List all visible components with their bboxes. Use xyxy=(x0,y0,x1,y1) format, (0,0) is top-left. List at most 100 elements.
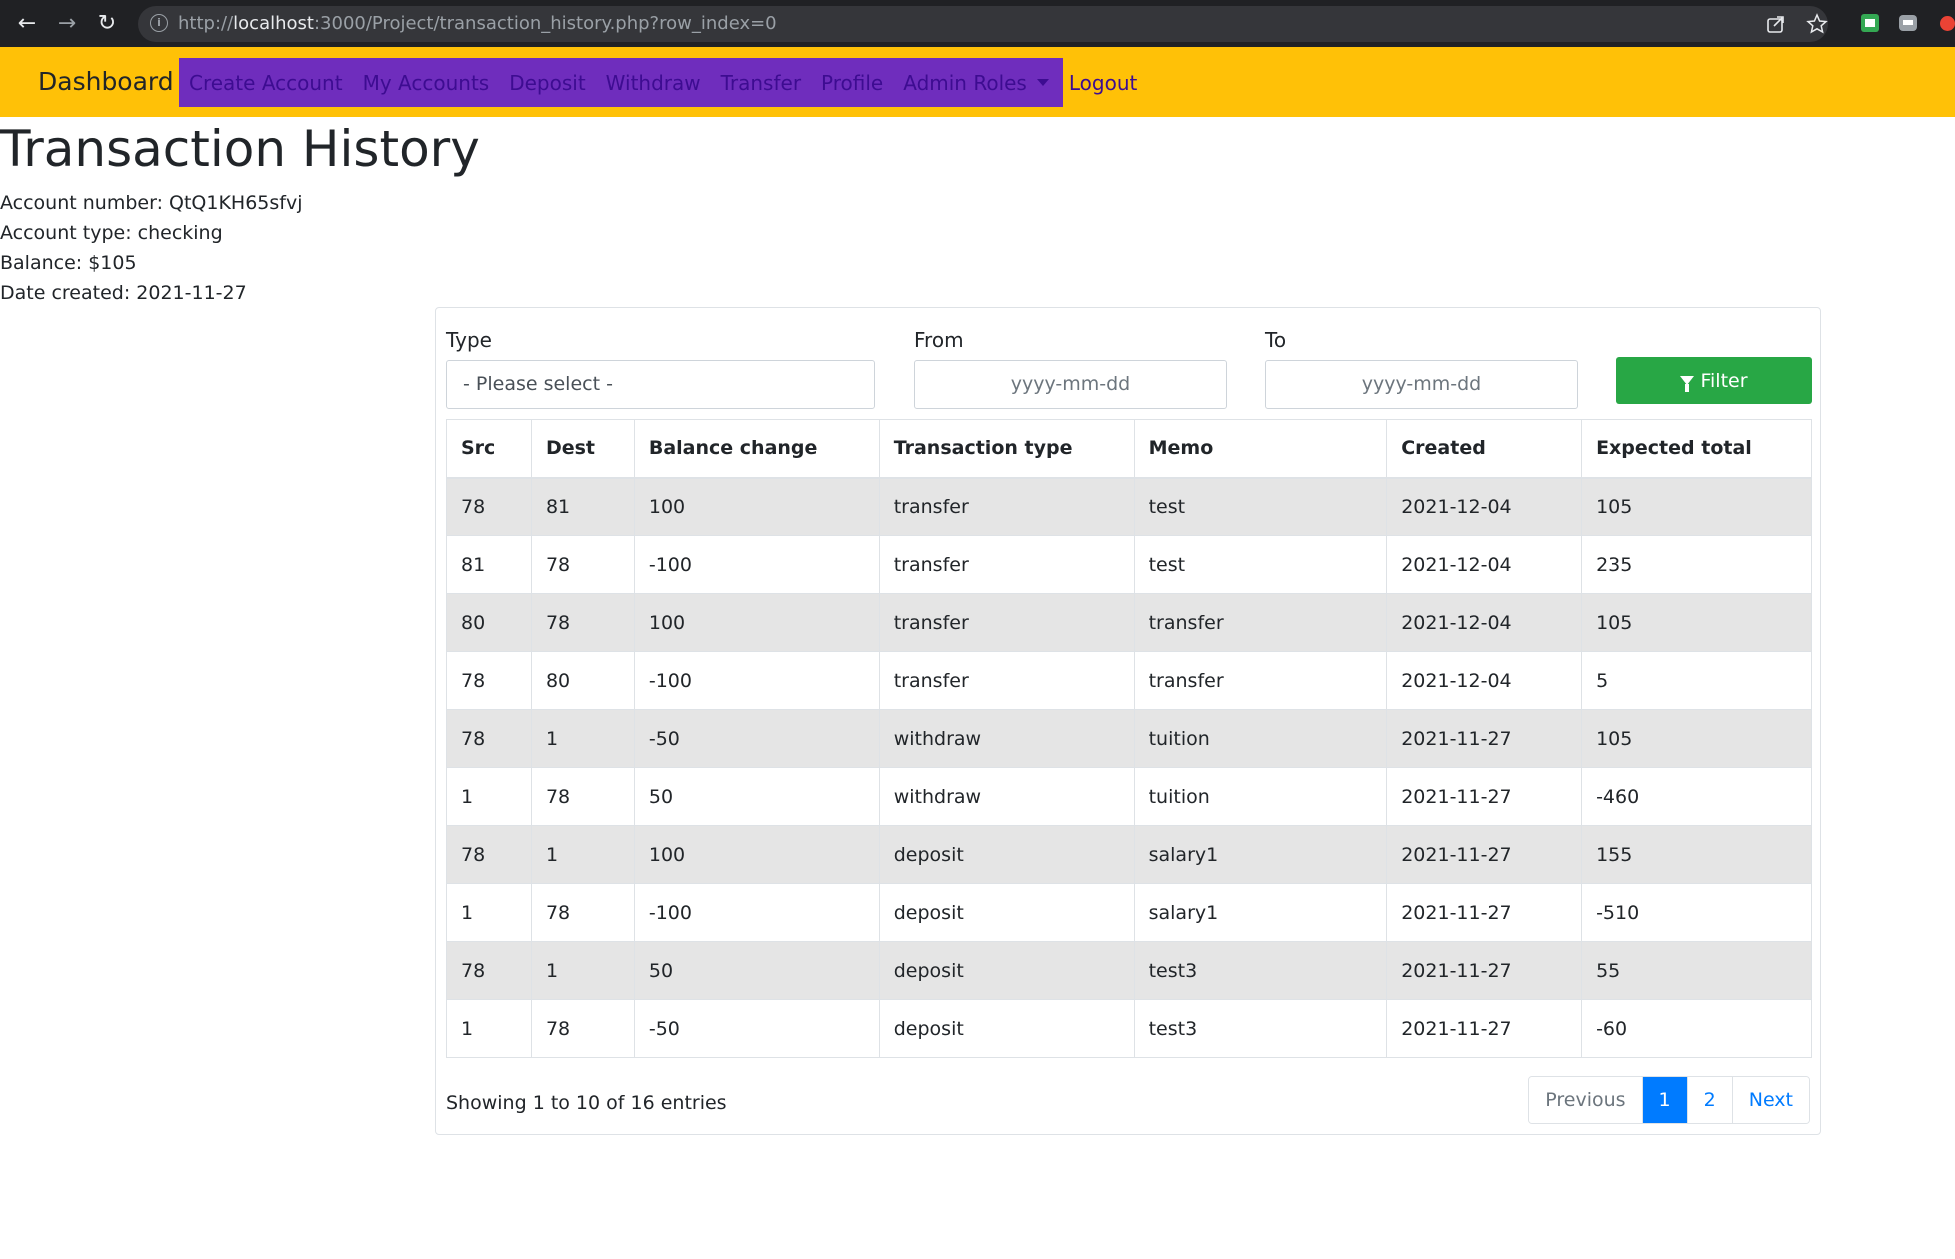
table-header-row: Src Dest Balance change Transaction type… xyxy=(446,419,1812,479)
site-info-icon[interactable]: i xyxy=(150,14,168,32)
share-icon[interactable] xyxy=(1765,13,1787,35)
cell-memo: salary1 xyxy=(1133,825,1388,884)
cell-expected-total: 105 xyxy=(1581,477,1812,536)
nav-link-deposit[interactable]: Deposit xyxy=(509,70,586,95)
cell-created: 2021-12-04 xyxy=(1386,651,1583,710)
cell-expected-total: -510 xyxy=(1581,883,1812,942)
table-row: 1 78 -50 deposit test3 2021-11-27 -60 xyxy=(446,999,1812,1058)
cell-transaction-type: deposit xyxy=(878,999,1135,1058)
cell-memo: test xyxy=(1133,535,1388,594)
cell-memo: test3 xyxy=(1133,999,1388,1058)
cell-transaction-type: transfer xyxy=(878,593,1135,652)
profile-avatar-icon[interactable] xyxy=(1940,16,1955,31)
reload-icon[interactable]: ↻ xyxy=(97,11,117,36)
cell-src: 78 xyxy=(446,477,532,536)
cell-transaction-type: deposit xyxy=(878,825,1135,884)
table-row: 1 78 50 withdraw tuition 2021-11-27 -460 xyxy=(446,767,1812,826)
cell-dest: 81 xyxy=(530,477,635,536)
to-date-input[interactable]: yyyy-mm-dd xyxy=(1265,360,1578,409)
cell-src: 78 xyxy=(446,651,532,710)
cell-created: 2021-12-04 xyxy=(1386,535,1583,594)
caret-down-icon xyxy=(1036,79,1049,86)
cell-src: 80 xyxy=(446,593,532,652)
nav-link-admin-roles[interactable]: Admin Roles xyxy=(903,71,1049,95)
navbar-brand[interactable]: Dashboard xyxy=(38,67,174,96)
cell-balance-change: 100 xyxy=(633,593,880,652)
nav-link-withdraw[interactable]: Withdraw xyxy=(605,70,701,95)
back-icon[interactable]: ← xyxy=(17,11,37,36)
header-transaction-type[interactable]: Transaction type xyxy=(878,419,1135,479)
nav-link-transfer[interactable]: Transfer xyxy=(720,70,802,95)
cell-transaction-type: deposit xyxy=(878,941,1135,1000)
cell-src: 81 xyxy=(446,535,532,594)
header-src[interactable]: Src xyxy=(446,419,532,479)
pagination: Previous 1 2 Next xyxy=(1528,1076,1810,1124)
admin-roles-label: Admin Roles xyxy=(903,70,1027,95)
type-select[interactable]: - Please select - xyxy=(446,360,875,409)
header-dest[interactable]: Dest xyxy=(530,419,635,479)
pagination-next[interactable]: Next xyxy=(1731,1077,1809,1123)
browser-toolbar: ← → ↻ i http://localhost:3000/Project/tr… xyxy=(0,0,1955,47)
header-expected-total[interactable]: Expected total xyxy=(1581,419,1812,479)
navbar: Dashboard Create Account My Accounts Dep… xyxy=(0,47,1955,117)
cell-dest: 78 xyxy=(530,767,635,826)
transactions-card: Type - Please select - From yyyy-mm-dd T… xyxy=(435,307,1821,1135)
cell-src: 1 xyxy=(446,999,532,1058)
cell-src: 1 xyxy=(446,883,532,942)
cell-dest: 78 xyxy=(530,535,635,594)
cell-expected-total: -60 xyxy=(1581,999,1812,1058)
header-memo[interactable]: Memo xyxy=(1133,419,1388,479)
cell-src: 78 xyxy=(446,709,532,768)
cell-expected-total: -460 xyxy=(1581,767,1812,826)
account-balance: Balance: $105 xyxy=(0,252,137,274)
extension-icon[interactable] xyxy=(1859,12,1881,34)
nav-link-profile[interactable]: Profile xyxy=(821,70,884,95)
header-balance-change[interactable]: Balance change xyxy=(633,419,880,479)
cell-created: 2021-11-27 xyxy=(1386,999,1583,1058)
cell-balance-change: 50 xyxy=(633,767,880,826)
cell-created: 2021-11-27 xyxy=(1386,883,1583,942)
account-date-created: Date created: 2021-11-27 xyxy=(0,282,247,304)
cell-balance-change: 50 xyxy=(633,941,880,1000)
cell-created: 2021-12-04 xyxy=(1386,593,1583,652)
transactions-table: Src Dest Balance change Transaction type… xyxy=(446,419,1812,1058)
cell-balance-change: -100 xyxy=(633,651,880,710)
nav-menu: Create Account My Accounts Deposit Withd… xyxy=(179,58,1137,107)
cell-transaction-type: transfer xyxy=(878,535,1135,594)
cell-memo: transfer xyxy=(1133,593,1388,652)
filter-button[interactable]: Filter xyxy=(1616,357,1812,404)
nav-link-create-account[interactable]: Create Account xyxy=(189,70,343,95)
pagination-page-2[interactable]: 2 xyxy=(1686,1077,1732,1123)
cell-transaction-type: deposit xyxy=(878,883,1135,942)
extension-icon-2[interactable] xyxy=(1897,12,1919,34)
nav-link-my-accounts[interactable]: My Accounts xyxy=(362,70,490,95)
cell-balance-change: 100 xyxy=(633,825,880,884)
filter-icon xyxy=(1680,376,1695,392)
table-row: 80 78 100 transfer transfer 2021-12-04 105 xyxy=(446,593,1812,652)
account-number: Account number: QtQ1KH65sfvj xyxy=(0,192,303,214)
pagination-page-1[interactable]: 1 xyxy=(1641,1077,1687,1123)
forward-icon[interactable]: → xyxy=(57,11,77,36)
cell-expected-total: 105 xyxy=(1581,709,1812,768)
cell-dest: 78 xyxy=(530,593,635,652)
from-label: From xyxy=(914,328,964,352)
cell-memo: salary1 xyxy=(1133,883,1388,942)
cell-created: 2021-11-27 xyxy=(1386,941,1583,1000)
cell-src: 78 xyxy=(446,941,532,1000)
to-label: To xyxy=(1265,328,1287,352)
cell-src: 1 xyxy=(446,767,532,826)
cell-transaction-type: transfer xyxy=(878,477,1135,536)
table-row: 1 78 -100 deposit salary1 2021-11-27 -510 xyxy=(446,883,1812,942)
entries-summary: Showing 1 to 10 of 16 entries xyxy=(446,1092,727,1114)
from-date-input[interactable]: yyyy-mm-dd xyxy=(914,360,1227,409)
cell-created: 2021-11-27 xyxy=(1386,825,1583,884)
account-type: Account type: checking xyxy=(0,222,223,244)
address-bar[interactable]: i http://localhost:3000/Project/transact… xyxy=(138,6,1828,42)
header-created[interactable]: Created xyxy=(1386,419,1583,479)
cell-transaction-type: transfer xyxy=(878,651,1135,710)
cell-balance-change: -50 xyxy=(633,709,880,768)
star-icon[interactable] xyxy=(1806,13,1828,35)
pagination-previous[interactable]: Previous xyxy=(1529,1077,1642,1123)
nav-link-logout[interactable]: Logout xyxy=(1068,70,1138,95)
cell-expected-total: 155 xyxy=(1581,825,1812,884)
